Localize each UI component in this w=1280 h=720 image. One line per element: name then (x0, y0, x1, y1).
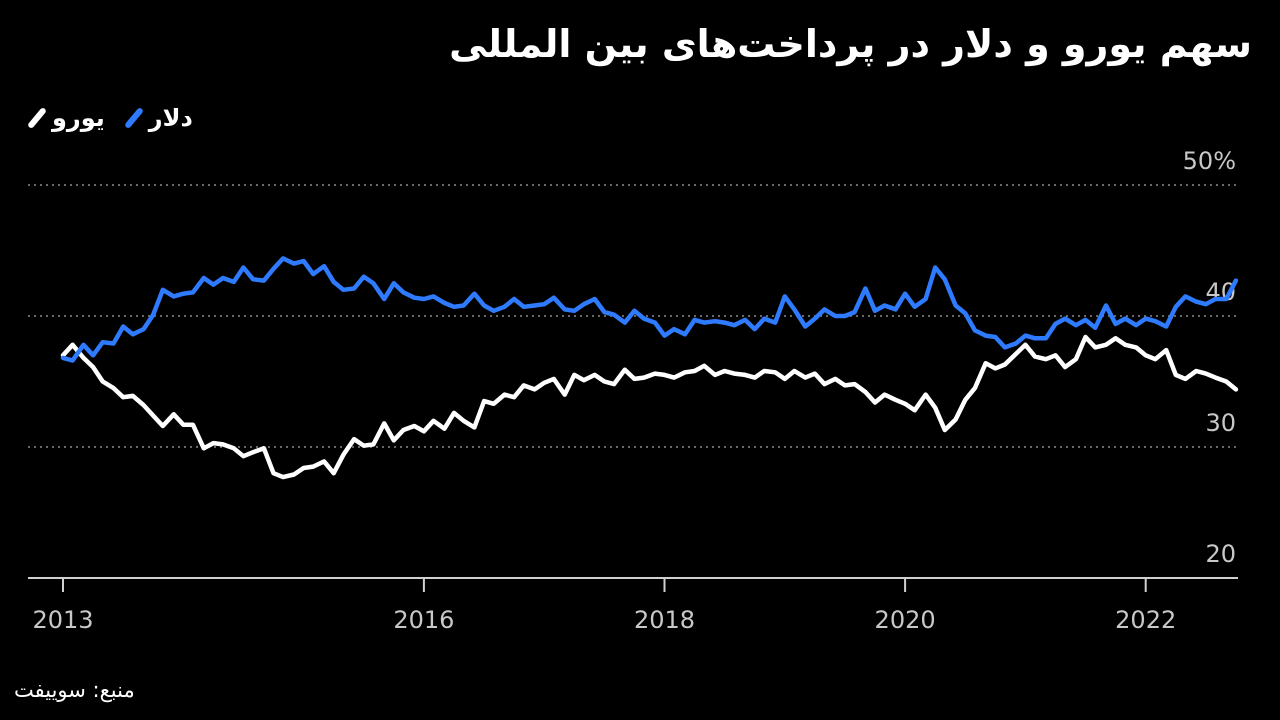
series-line-dollar (60, 256, 1239, 363)
x-tick-label: 2016 (393, 606, 454, 634)
x-tick-label: 2018 (634, 606, 695, 634)
x-tick-label: 2013 (32, 606, 93, 634)
y-tick-label: 30 (1205, 409, 1236, 437)
x-axis: 2013 2016 2018 2020 2022 (28, 577, 1238, 634)
legend-label-dollar: دلار (148, 104, 193, 132)
x-tick-label: 2022 (1115, 606, 1176, 634)
chart-source: منبع: سوییفت (14, 678, 135, 702)
x-tick-label: 2020 (875, 606, 936, 634)
legend-item-euro: یورو (26, 104, 105, 132)
legend-label-euro: یورو (52, 104, 105, 132)
grid-lines (28, 184, 1238, 448)
legend-item-dollar: دلار (123, 104, 193, 132)
chart-title: سهم یورو و دلار در پرداخت‌های بین المللی (449, 22, 1252, 66)
y-tick-label: 20 (1205, 540, 1236, 568)
series-line-euro (60, 334, 1239, 480)
chart-legend: یورو دلار (26, 104, 213, 132)
series-lines (60, 256, 1239, 480)
y-tick-label: 50% (1183, 147, 1236, 175)
